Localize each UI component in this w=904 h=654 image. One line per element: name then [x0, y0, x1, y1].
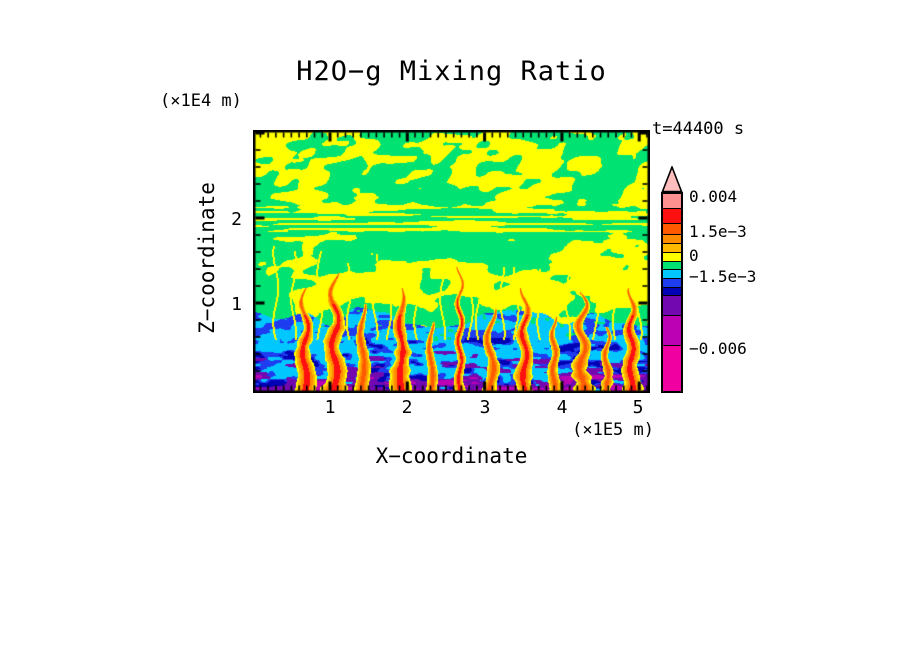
colorbar	[661, 166, 683, 393]
x-tick-label: 2	[401, 397, 413, 418]
colorbar-label: 0.004	[689, 187, 738, 206]
z-tick-label: 1	[231, 294, 242, 315]
colorbar-label: −1.5e−3	[689, 267, 757, 286]
colorbar-band	[663, 270, 681, 279]
z-axis-label: Z−coordinate	[195, 182, 219, 334]
contour-field-plot	[253, 130, 650, 393]
z-tick-label: 2	[231, 209, 242, 230]
colorbar-band	[663, 209, 681, 224]
colorbar-label: 0	[689, 246, 699, 265]
x-tick-label: 1	[324, 397, 336, 418]
x-axis-unit: (×1E5 m)	[572, 420, 654, 440]
colorbar-band	[663, 235, 681, 244]
colorbar-band	[663, 316, 681, 346]
time-label: t=44400 s	[652, 119, 745, 139]
colorbar-band	[663, 253, 681, 262]
plot-title: H2O−g Mixing Ratio	[296, 56, 607, 87]
z-axis-unit: (×1E4 m)	[160, 91, 242, 111]
colorbar-band	[663, 279, 681, 288]
colorbar-band	[663, 194, 681, 209]
colorbar-band	[663, 296, 681, 316]
colorbar-band	[663, 224, 681, 235]
x-tick-label: 3	[479, 397, 491, 418]
colorbar-label: 1.5e−3	[689, 222, 747, 241]
x-tick-label: 5	[632, 397, 644, 418]
colorbar-bands	[661, 192, 683, 393]
colorbar-band	[663, 346, 681, 391]
x-tick-label: 4	[556, 397, 568, 418]
colorbar-band	[663, 288, 681, 296]
colorbar-band	[663, 262, 681, 270]
x-axis-label: X−coordinate	[375, 444, 528, 468]
colorbar-arrow-icon	[661, 166, 683, 192]
colorbar-band	[663, 244, 681, 253]
colorbar-label: −0.006	[689, 339, 747, 358]
